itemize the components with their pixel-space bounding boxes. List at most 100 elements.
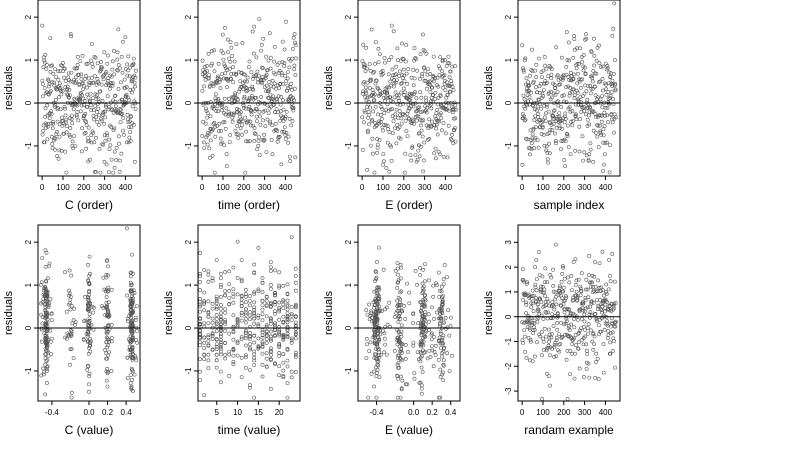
data-point	[293, 56, 298, 61]
data-point	[397, 344, 402, 349]
data-point	[101, 110, 106, 114]
data-point	[398, 349, 403, 354]
data-point	[45, 327, 50, 331]
data-point	[546, 374, 551, 379]
data-point	[531, 293, 536, 298]
data-point	[399, 116, 404, 121]
data-point	[537, 56, 541, 61]
data-point	[43, 285, 48, 290]
data-point	[209, 63, 214, 68]
data-point	[367, 122, 371, 127]
data-point	[549, 67, 554, 71]
data-point	[415, 157, 420, 162]
data-point	[372, 355, 377, 360]
data-point	[83, 74, 88, 78]
data-point	[566, 145, 571, 149]
data-point	[210, 320, 215, 325]
data-point	[129, 385, 133, 390]
data-point	[453, 116, 458, 121]
data-point	[393, 90, 398, 95]
data-point	[592, 342, 597, 347]
data-point	[595, 134, 600, 139]
data-point	[370, 136, 375, 141]
data-point	[113, 93, 118, 98]
data-point	[414, 118, 419, 123]
data-point	[588, 105, 592, 109]
data-point	[252, 355, 257, 360]
data-point	[390, 107, 395, 111]
data-point	[530, 359, 535, 364]
data-point	[419, 320, 424, 325]
data-point	[544, 346, 549, 351]
data-point	[287, 154, 292, 159]
data-point	[429, 337, 434, 342]
data-point	[602, 293, 606, 298]
data-point	[603, 105, 608, 110]
data-point	[405, 82, 410, 86]
data-point	[596, 278, 601, 283]
data-point	[543, 280, 547, 285]
data-point	[268, 300, 273, 305]
data-point	[404, 129, 409, 134]
data-point	[398, 276, 403, 281]
data-point	[268, 265, 273, 270]
data-point	[218, 282, 223, 287]
data-point	[583, 71, 588, 76]
x-tick-label: 10	[233, 408, 242, 417]
data-point	[105, 133, 109, 138]
data-point	[427, 117, 432, 122]
data-point	[416, 131, 421, 136]
data-point	[611, 82, 615, 87]
data-point	[395, 374, 400, 379]
data-point	[438, 308, 443, 312]
data-point	[289, 312, 294, 316]
data-point	[231, 300, 236, 305]
data-point	[128, 139, 133, 143]
data-point	[372, 92, 377, 97]
data-point	[396, 330, 401, 335]
data-point	[438, 316, 443, 321]
data-point	[399, 334, 404, 339]
data-point	[71, 356, 76, 361]
data-point	[598, 79, 602, 84]
data-point	[218, 344, 223, 349]
data-point	[578, 117, 582, 122]
data-point	[605, 113, 610, 118]
data-point	[394, 311, 399, 316]
data-point	[549, 331, 554, 336]
data-point	[289, 369, 294, 374]
data-point	[417, 131, 422, 136]
data-point	[238, 126, 243, 131]
x-tick-label: 100	[56, 183, 70, 192]
data-point	[127, 74, 132, 79]
data-point	[419, 391, 424, 396]
data-point	[531, 79, 536, 84]
data-point	[79, 72, 84, 77]
data-point	[69, 273, 74, 278]
data-point	[260, 303, 265, 308]
x-tick-label: 0.0	[408, 408, 420, 417]
data-point	[218, 338, 223, 342]
data-point	[214, 298, 219, 303]
data-point	[210, 127, 215, 132]
data-point	[389, 98, 393, 103]
data-point	[248, 333, 252, 338]
data-point	[399, 329, 404, 334]
data-point	[530, 103, 535, 108]
data-point	[610, 78, 615, 83]
data-point	[44, 290, 49, 294]
data-point	[563, 294, 568, 298]
data-point	[117, 169, 122, 174]
data-point	[101, 77, 106, 82]
data-point	[368, 105, 373, 110]
data-point	[223, 293, 228, 298]
data-point	[369, 93, 374, 98]
data-point	[64, 309, 69, 314]
data-point	[440, 301, 445, 306]
data-point	[202, 357, 207, 362]
data-point	[257, 110, 262, 114]
data-point	[396, 272, 400, 277]
y-tick-label: 2	[504, 264, 513, 269]
data-point	[377, 296, 382, 301]
data-point	[277, 134, 282, 139]
